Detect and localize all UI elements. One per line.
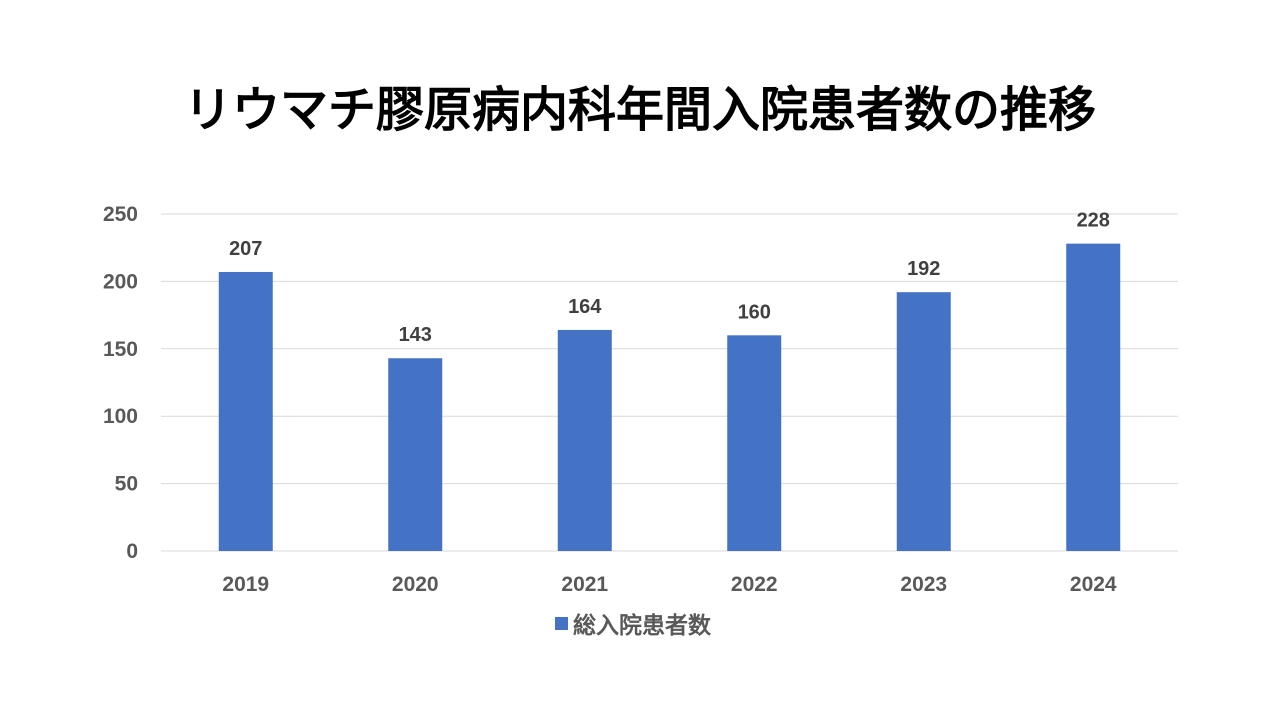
y-tick-label: 150 bbox=[103, 338, 138, 361]
y-tick-label: 250 bbox=[103, 203, 138, 226]
x-tick-label: 2019 bbox=[222, 573, 269, 596]
bars bbox=[218, 243, 1121, 551]
y-tick-label: 200 bbox=[103, 270, 138, 293]
bar-2021 bbox=[557, 329, 612, 551]
chart-title: リウマチ膠原病内科年間入院患者数の推移 bbox=[184, 82, 1096, 138]
x-tick-label: 2024 bbox=[1070, 573, 1117, 596]
x-tick-label: 2020 bbox=[392, 573, 439, 596]
bar-2023 bbox=[896, 292, 951, 551]
bar-2024 bbox=[1066, 243, 1121, 551]
y-tick-label: 50 bbox=[115, 473, 138, 496]
data-label: 207 bbox=[229, 238, 262, 260]
bar-2019 bbox=[218, 271, 273, 551]
data-label: 192 bbox=[907, 258, 940, 280]
x-tick-label: 2021 bbox=[561, 573, 608, 596]
legend: 総入院患者数 bbox=[555, 612, 712, 639]
bar-2022 bbox=[727, 335, 782, 551]
legend-swatch bbox=[555, 617, 568, 630]
x-axis-tick-labels: 2019 2020 2021 2022 2023 2024 bbox=[222, 573, 1117, 596]
gridlines bbox=[161, 213, 1178, 552]
y-axis-tick-labels: 0 50 100 150 200 250 bbox=[103, 203, 138, 563]
data-labels: 207 143 164 160 192 228 bbox=[229, 210, 1110, 347]
x-tick-label: 2023 bbox=[900, 573, 947, 596]
data-label: 228 bbox=[1077, 210, 1110, 232]
legend-label: 総入院患者数 bbox=[573, 612, 712, 639]
data-label: 160 bbox=[738, 301, 771, 323]
y-tick-label: 100 bbox=[103, 405, 138, 428]
y-tick-label: 0 bbox=[126, 540, 138, 563]
bar-2020 bbox=[388, 358, 443, 551]
data-label: 164 bbox=[568, 296, 602, 318]
data-label: 143 bbox=[399, 324, 432, 346]
x-tick-label: 2022 bbox=[731, 573, 778, 596]
